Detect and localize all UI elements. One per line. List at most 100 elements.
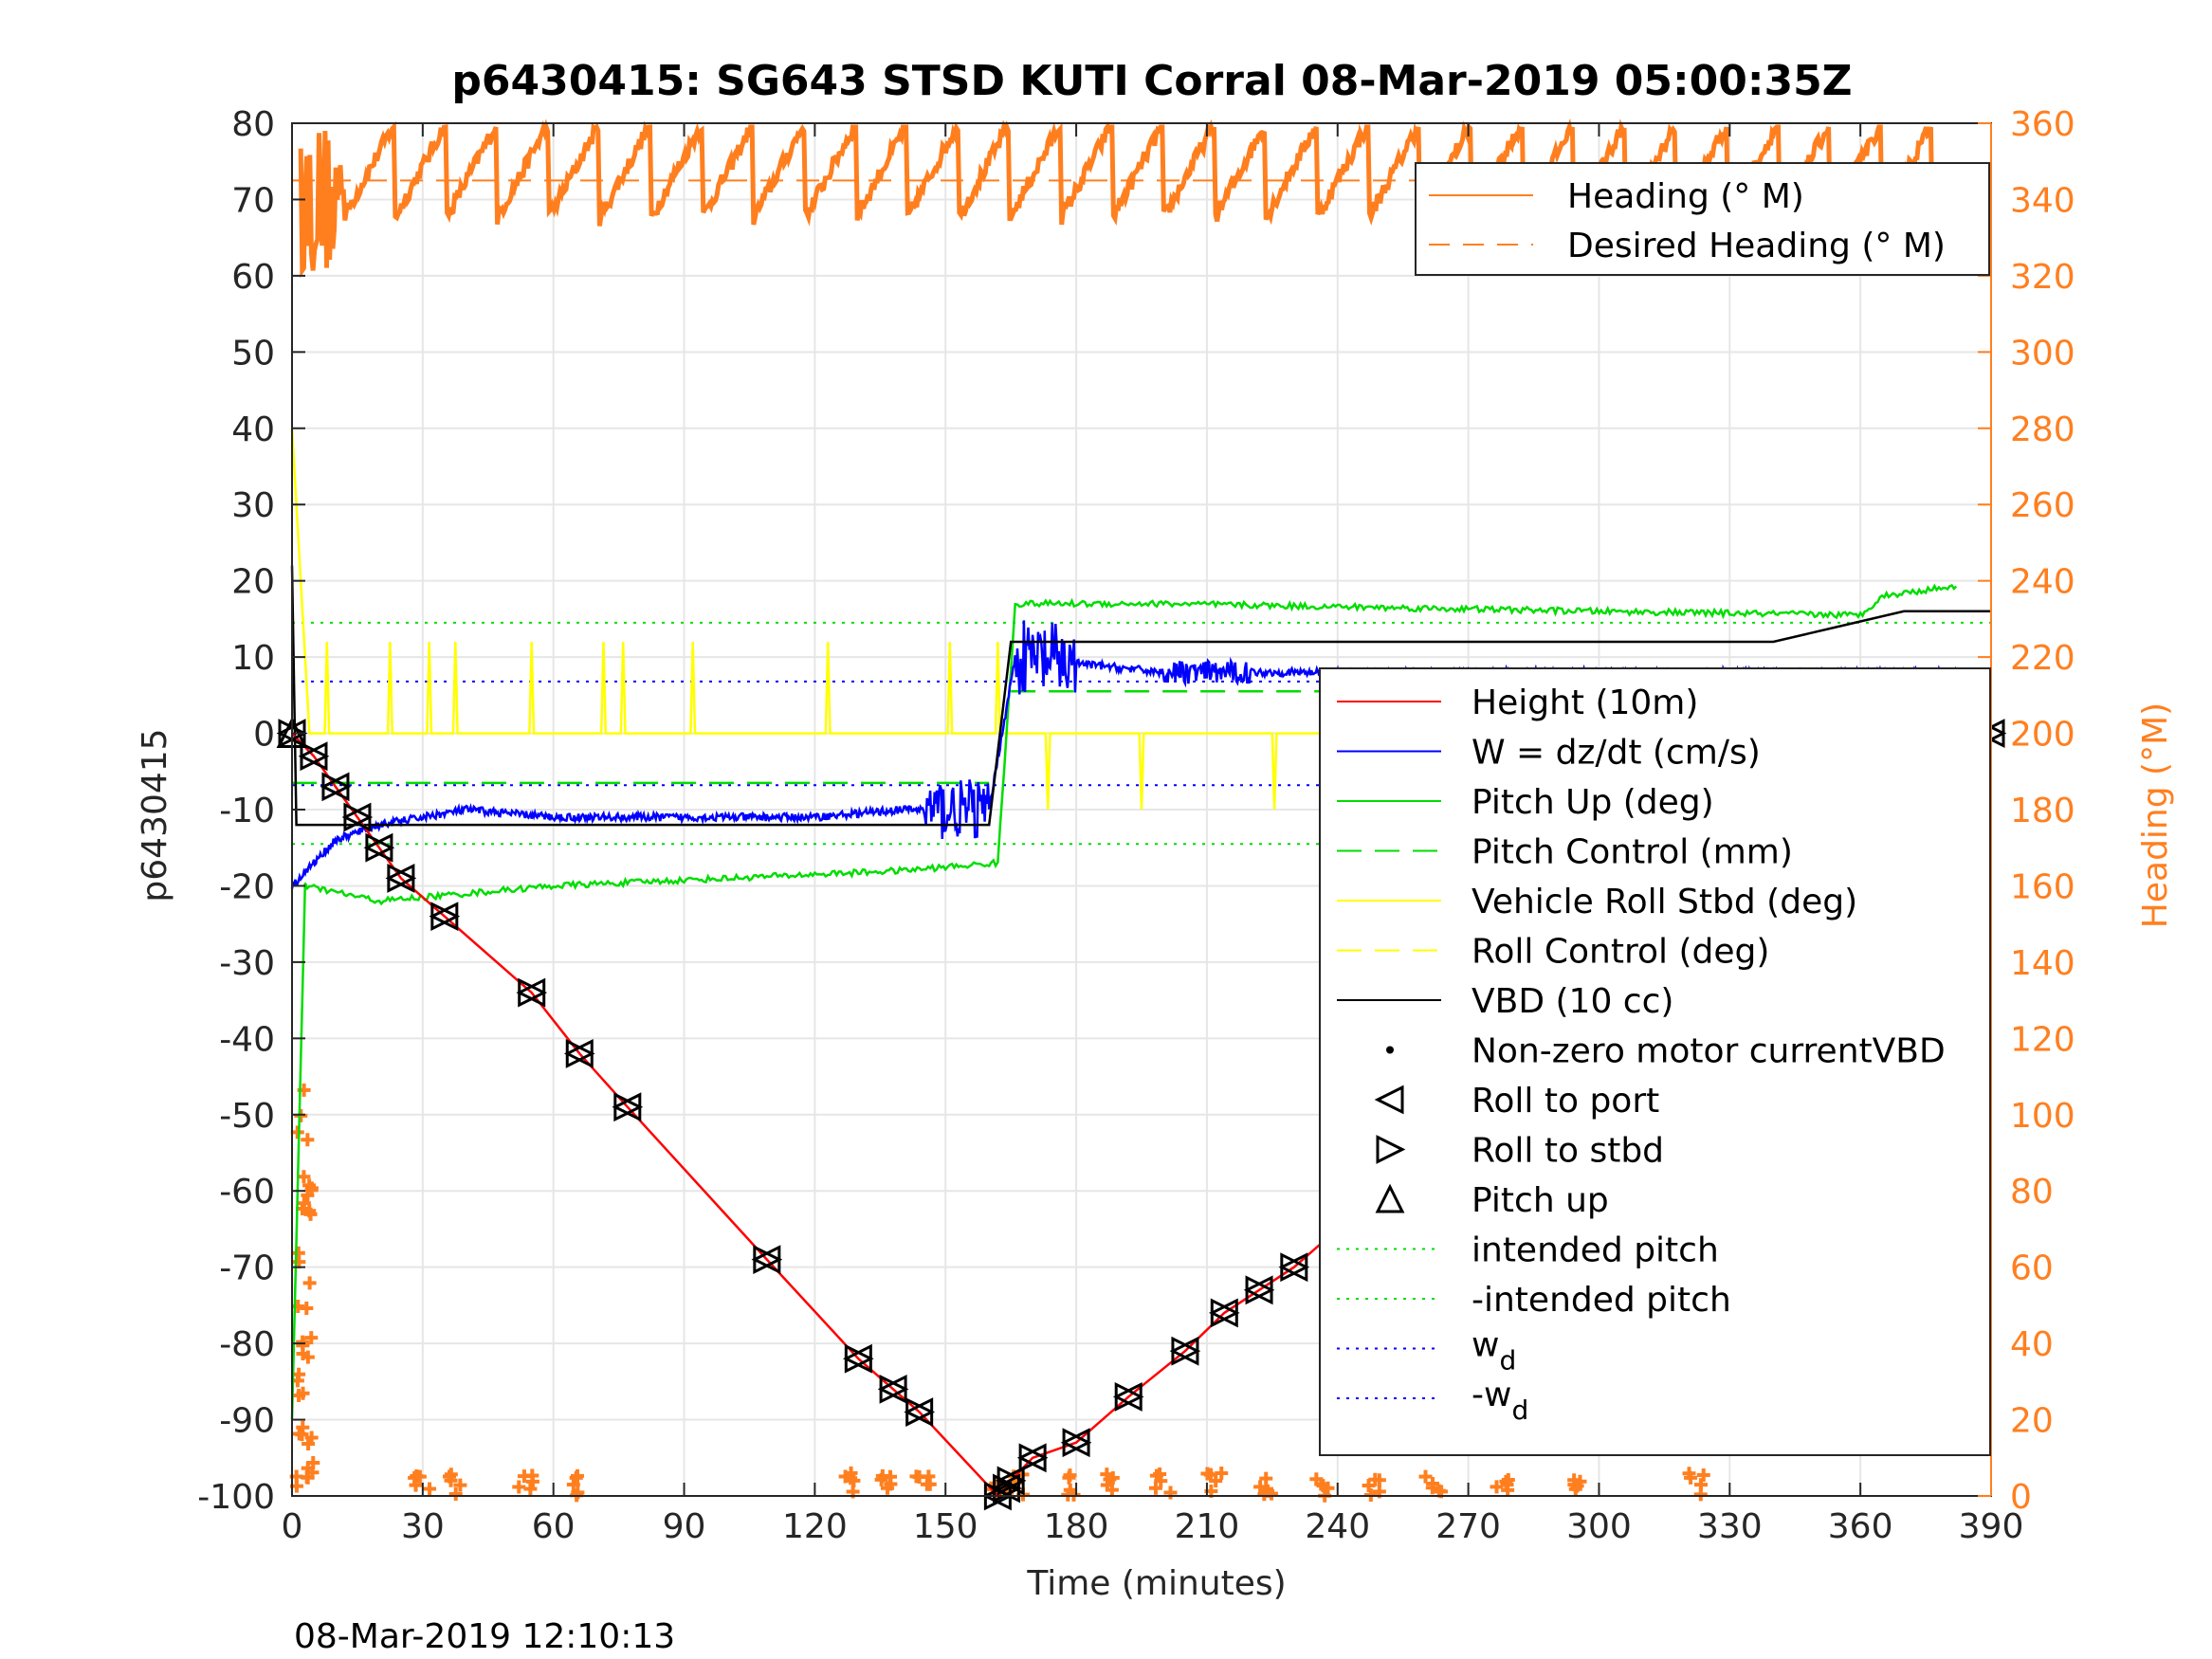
legend-heading-label: Desired Heading (° M) xyxy=(1567,227,1946,265)
heading-marker xyxy=(301,1188,315,1202)
legend-main: Height (10m) W = dz/dt (cm/s) Pitch Up (de… xyxy=(1319,667,1991,1456)
legend-heading-label: Heading (° M) xyxy=(1567,177,1804,216)
x-tick-label: 60 xyxy=(532,1507,576,1546)
legend-main-label: Roll to port xyxy=(1472,1082,1659,1121)
y-tick-label-right: 220 xyxy=(2010,639,2075,678)
legend-heading: Heading (° M) Desired Heading (° M) xyxy=(1415,162,1990,276)
y-tick-label-right: 300 xyxy=(2010,334,2075,373)
legend-main-swatch xyxy=(1374,1085,1404,1115)
roll-to-stbd-marker xyxy=(1062,1428,1092,1458)
heading-marker xyxy=(1253,1480,1268,1494)
heading-marker xyxy=(1314,1477,1328,1491)
legend-main-label: Pitch Control (mm) xyxy=(1472,833,1793,872)
heading-marker xyxy=(1163,1486,1178,1500)
y-tick-label-left: 80 xyxy=(231,105,275,144)
heading-marker xyxy=(1067,1487,1081,1502)
y-tick-label-left: 50 xyxy=(231,334,275,373)
legend-main-label: Pitch up xyxy=(1472,1181,1609,1220)
heading-marker xyxy=(453,1478,467,1492)
y-tick-label-left: -50 xyxy=(219,1097,275,1136)
x-tick-label: 240 xyxy=(1305,1507,1370,1546)
roll-to-stbd-marker xyxy=(996,1466,1027,1496)
heading-marker xyxy=(302,1204,317,1218)
roll-to-stbd-marker xyxy=(1210,1298,1240,1328)
heading-marker xyxy=(1490,1480,1504,1494)
y-tick-label-right: 120 xyxy=(2010,1020,2075,1059)
heading-marker xyxy=(301,1133,315,1147)
y-tick-label-left: 70 xyxy=(231,181,275,220)
y-tick-label-left: -30 xyxy=(219,944,275,983)
x-tick-label: 330 xyxy=(1697,1507,1763,1546)
roll-to-stbd-marker xyxy=(565,1038,595,1068)
legend-main-label: W = dz/dt (cm/s) xyxy=(1472,734,1761,773)
y-axis-label-right: Heading (°M) xyxy=(2136,702,2175,928)
y-tick-label-right: 140 xyxy=(2010,944,2075,983)
y-tick-label-left: -80 xyxy=(219,1325,275,1364)
y-tick-label-left: 40 xyxy=(231,410,275,449)
series-vbd xyxy=(290,565,1991,827)
heading-marker xyxy=(296,1339,310,1353)
heading-marker xyxy=(423,1482,437,1496)
heading-marker xyxy=(295,1428,309,1442)
legend-heading-box xyxy=(1415,162,1990,276)
x-tick-label: 90 xyxy=(663,1507,706,1546)
heading-marker xyxy=(1149,1468,1163,1483)
roll-to-stbd-marker xyxy=(613,1092,644,1122)
ticks: 0 30 60 90 120 150 180 210 240 270 300 330 360 390807… xyxy=(197,105,2075,1546)
legend-main-swatch xyxy=(1386,1046,1394,1054)
heading-marker xyxy=(1418,1469,1433,1484)
chart-title: p6430415: SG643 STSD KUTI Corral 08-Mar-… xyxy=(451,57,1852,105)
legend-main-swatch xyxy=(1375,1183,1405,1213)
y-tick-label-right: 160 xyxy=(2010,867,2075,906)
heading-marker xyxy=(290,1125,304,1139)
roll-to-stbd-marker xyxy=(844,1343,874,1374)
y-tick-label-left: -60 xyxy=(219,1173,275,1212)
x-tick-label: 0 xyxy=(282,1507,303,1546)
x-tick-label: 120 xyxy=(782,1507,848,1546)
roll-to-stbd-marker xyxy=(1245,1275,1275,1305)
heading-marker xyxy=(1062,1470,1076,1485)
heading-marker xyxy=(525,1468,539,1483)
x-tick-label: 270 xyxy=(1435,1507,1501,1546)
heading-marker xyxy=(1105,1483,1119,1497)
x-tick-label: 30 xyxy=(401,1507,445,1546)
heading-marker xyxy=(1693,1487,1708,1502)
y-tick-label-left: -90 xyxy=(219,1402,275,1441)
roll-to-stbd-marker xyxy=(321,772,352,802)
heading-marker xyxy=(1204,1468,1218,1482)
legend-main-label: -wd xyxy=(1472,1376,1528,1426)
heading-marker xyxy=(1362,1479,1376,1493)
y-tick-label-right: 180 xyxy=(2010,792,2075,830)
heading-marker xyxy=(1696,1468,1710,1483)
roll-to-stbd-marker xyxy=(430,902,461,932)
roll-to-stbd-marker xyxy=(387,863,417,893)
y-tick-label-left: -10 xyxy=(219,792,275,830)
legend-main-label: Roll Control (deg) xyxy=(1472,933,1769,972)
timestamp: 08-Mar-2019 12:10:13 xyxy=(294,1617,675,1656)
legend-wd-sub: d xyxy=(1511,1395,1528,1426)
x-axis-label: Time (minutes) xyxy=(1026,1564,1286,1603)
heading-marker xyxy=(302,1437,316,1451)
y-tick-label-left: 10 xyxy=(231,639,275,678)
legend-main-label: Vehicle Roll Stbd (deg) xyxy=(1472,883,1857,921)
y-tick-label-right: 80 xyxy=(2010,1173,2054,1212)
roll-to-stbd-marker xyxy=(1114,1381,1144,1412)
y-tick-label-right: 240 xyxy=(2010,563,2075,602)
y-tick-label-right: 340 xyxy=(2010,181,2075,220)
y-tick-label-left: 0 xyxy=(253,716,275,755)
y-tick-label-right: 360 xyxy=(2010,105,2075,144)
roll-to-stbd-marker xyxy=(1018,1443,1049,1473)
y-tick-label-right: 280 xyxy=(2010,410,2075,449)
heading-marker xyxy=(1570,1479,1584,1493)
heading-marker xyxy=(292,1389,306,1402)
heading-marker xyxy=(1259,1471,1273,1486)
y-tick-label-left: -70 xyxy=(219,1249,275,1288)
roll-to-stbd-marker xyxy=(993,1473,1022,1504)
heading-marker xyxy=(922,1469,936,1484)
x-tick-label: 390 xyxy=(1959,1507,2024,1546)
roll-to-stbd-marker xyxy=(518,977,548,1008)
heading-marker xyxy=(512,1480,526,1494)
heading-marker xyxy=(1363,1487,1378,1502)
roll-to-stbd-marker xyxy=(300,741,330,772)
x-tick-label: 300 xyxy=(1566,1507,1632,1546)
